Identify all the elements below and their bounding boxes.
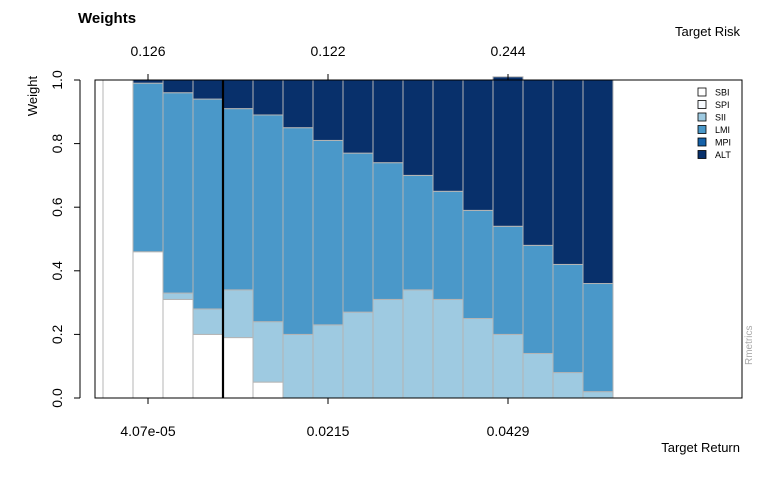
legend: SBI SPI SII LMI MPI ALT [697, 87, 731, 160]
bar-sii-9 [372, 298, 404, 399]
bar-lmi-15 [552, 263, 584, 374]
y-tick-label-5: 1.0 [49, 70, 65, 90]
bar-alt-15 [552, 79, 584, 265]
bar-sbi-2 [162, 298, 194, 399]
bar-lmi-7 [312, 139, 344, 326]
x-tick-label-2: 0.0429 [487, 423, 530, 439]
axes-group: 0.0 0.2 0.4 0.6 0.8 1.0 Weight 4.07e-05 0.0215 0.… [25, 43, 743, 439]
legend-swatch-spi [697, 100, 707, 109]
bar-sii-3 [192, 308, 224, 335]
bar-alt-11 [432, 79, 464, 192]
legend-swatch-mpi [697, 137, 707, 147]
y-tick-label-3: 0.6 [49, 197, 65, 217]
bar-alt-7 [312, 79, 344, 141]
legend-label-mpi: MPI [715, 138, 731, 148]
bar-alt-4 [222, 79, 254, 110]
bar-sii-15 [552, 372, 584, 399]
bar-lmi-6 [282, 127, 314, 335]
y-tick-label-4: 0.8 [49, 134, 65, 154]
x-tick-label-1: 0.0215 [307, 423, 350, 439]
bar-alt-13 [492, 76, 524, 227]
top-tick-label-2: 0.244 [490, 43, 525, 59]
top-tick-label-1: 0.122 [310, 43, 345, 59]
y-axis-label: Weight [25, 76, 40, 117]
bar-sbi-5 [252, 381, 284, 399]
bar-sbi-1 [132, 251, 164, 399]
legend-swatch-lmi [697, 125, 707, 134]
top-tick-label-0: 0.126 [130, 43, 165, 59]
bar-alt-14 [522, 79, 554, 246]
chart-title: Weights [78, 10, 137, 27]
bar-stack-group [102, 76, 614, 399]
legend-label-sbi: SBI [715, 88, 730, 98]
bar-sii-13 [492, 333, 524, 399]
legend-label-alt: ALT [715, 150, 731, 160]
bar-lmi-16 [582, 283, 614, 393]
bar-alt-5 [252, 79, 284, 116]
bar-sbi-3 [192, 333, 224, 399]
bar-sii-8 [342, 311, 374, 399]
bar-lmi-8 [342, 152, 374, 313]
bar-alt-12 [462, 79, 494, 211]
bar-sii-10 [402, 289, 434, 399]
bar-lmi-9 [372, 162, 404, 300]
bar-lmi-5 [252, 114, 284, 323]
bar-sii-5 [252, 321, 284, 383]
legend-swatch-sii [697, 112, 707, 122]
legend-swatch-alt [697, 150, 707, 159]
bar-sbi-4 [222, 337, 254, 399]
bar-lmi-1 [132, 82, 164, 253]
bar-lmi-10 [402, 174, 434, 291]
bar-lmi-13 [492, 225, 524, 335]
top-axis-label: Target Risk [674, 24, 740, 39]
bar-alt-3 [192, 79, 224, 100]
bar-alt-9 [372, 79, 404, 164]
bar-sii-7 [312, 324, 344, 399]
bar-sii-12 [462, 318, 494, 399]
bar-alt-6 [282, 79, 314, 129]
y-tick-label-2: 0.4 [49, 261, 65, 281]
bar-alt-8 [342, 79, 374, 154]
bar-lmi-2 [162, 92, 194, 294]
bar-sii-4 [222, 289, 254, 339]
bar-alt-16 [582, 79, 614, 285]
bar-sbi-0 [102, 79, 134, 399]
y-tick-label-0: 0.0 [49, 388, 65, 408]
bar-sii-16 [582, 391, 614, 399]
bar-lmi-11 [432, 190, 464, 300]
bar-alt-2 [162, 79, 194, 94]
x-tick-label-0: 4.07e-05 [120, 423, 175, 439]
bar-lmi-3 [192, 98, 224, 310]
y-tick-label-1: 0.2 [49, 324, 65, 344]
legend-label-sii: SII [715, 113, 726, 123]
watermark: Rmetrics [744, 325, 755, 365]
legend-label-lmi: LMI [715, 125, 730, 135]
bar-sii-2 [162, 292, 194, 300]
legend-label-spi: SPI [715, 100, 730, 110]
bar-sii-14 [522, 352, 554, 399]
x-axis-label: Target Return [661, 440, 740, 455]
legend-swatch-sbi [697, 87, 707, 97]
bar-lmi-14 [522, 244, 554, 354]
bar-sii-11 [432, 298, 464, 399]
bar-alt-10 [402, 79, 434, 176]
bar-lmi-4 [222, 108, 254, 291]
bar-sii-6 [282, 333, 314, 399]
bar-lmi-12 [462, 209, 494, 320]
